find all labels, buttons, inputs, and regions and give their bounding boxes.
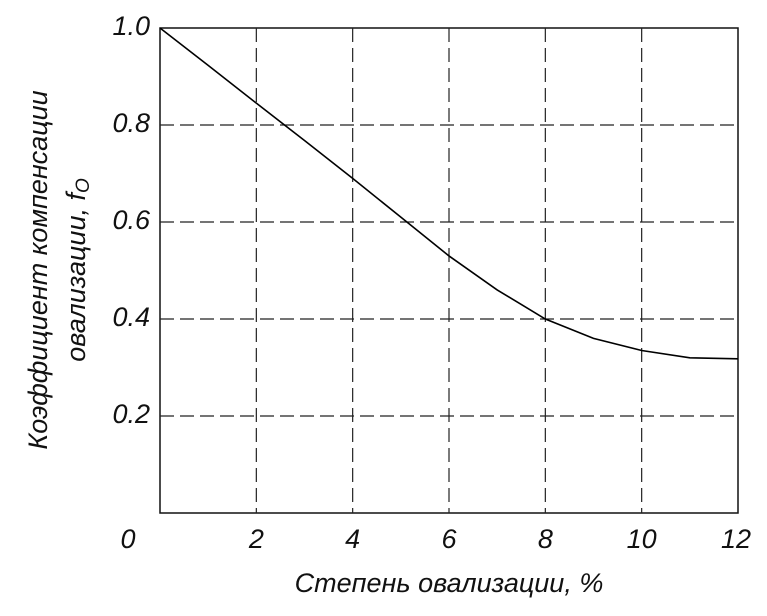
x-tick-label: 10 xyxy=(627,524,657,554)
x-tick-label: 6 xyxy=(441,524,457,554)
y-axis-label: овализации, fO xyxy=(61,178,94,362)
x-tick-label: 12 xyxy=(721,524,751,554)
y-axis-label: Коэффициент компенсации xyxy=(23,90,53,449)
data-line xyxy=(159,27,739,360)
y-tick-label: 0.4 xyxy=(112,302,150,332)
y-axis-label-text: овализации, f xyxy=(61,191,91,362)
x-tick-label: 2 xyxy=(248,524,264,554)
x-axis-label: Степень овализации, % xyxy=(295,568,604,598)
x-tick-label: 0 xyxy=(120,524,135,554)
y-tick-label: 0.2 xyxy=(112,399,150,429)
y-axis-label-subscript: O xyxy=(73,178,94,193)
x-tick-label: 4 xyxy=(345,524,360,554)
y-tick-label: 1.0 xyxy=(112,11,150,41)
x-tick-label: 8 xyxy=(538,524,553,554)
y-tick-label: 0.6 xyxy=(112,205,151,235)
y-tick-label: 0.8 xyxy=(112,108,150,138)
